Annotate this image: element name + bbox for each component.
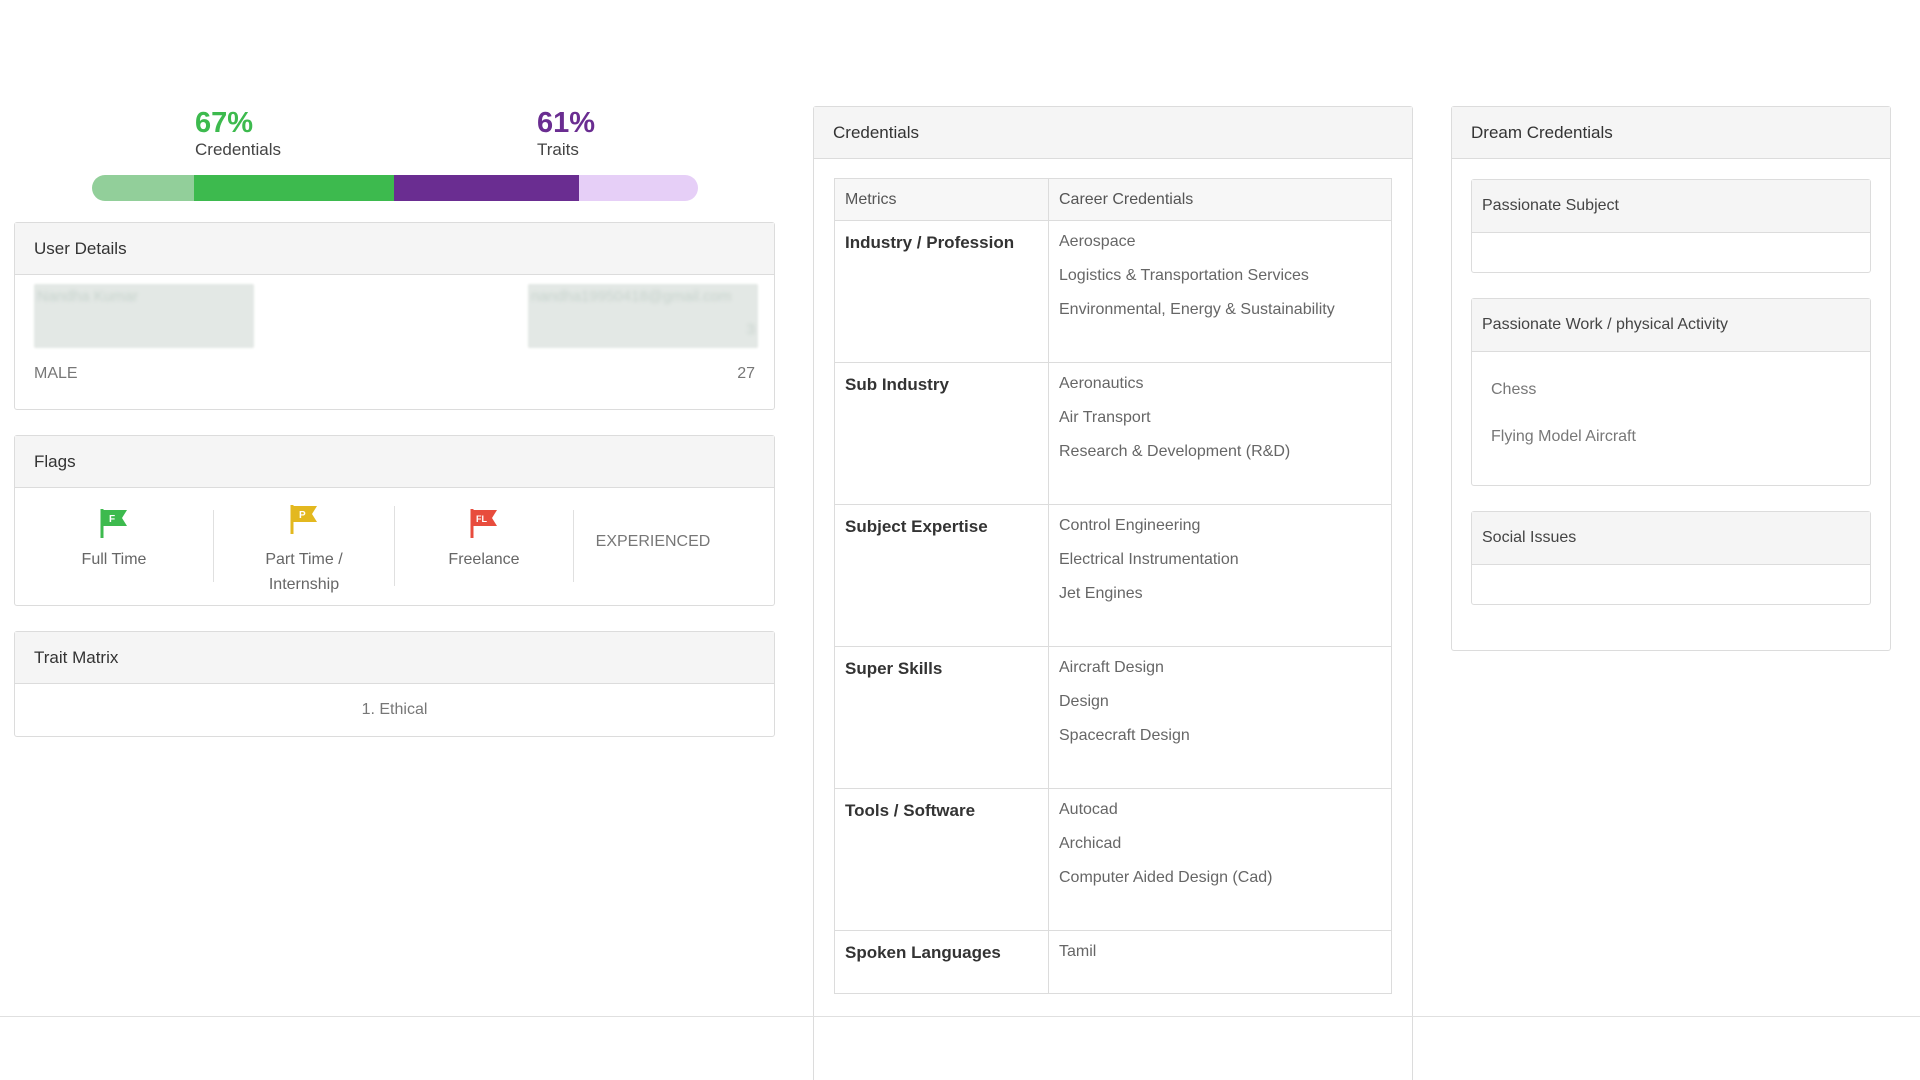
credentials-table-header: Metrics Career Credentials xyxy=(834,178,1392,221)
traits-bar-fill xyxy=(394,175,579,201)
flag-full-time: F Full Time xyxy=(15,488,213,603)
svg-text:FL: FL xyxy=(476,514,487,524)
user-details-panel: User Details Nandha Kumar nandha19950418… xyxy=(14,222,775,410)
credentials-bar-start xyxy=(92,175,194,201)
page-bottom-divider xyxy=(0,1016,1920,1017)
table-row: Spoken Languages Tamil xyxy=(834,930,1392,994)
credential-value: Computer Aided Design (Cad) xyxy=(1059,869,1273,886)
traits-percent: 61% xyxy=(537,107,596,139)
table-row: Industry / Profession Aerospace Logistic… xyxy=(834,220,1392,363)
metric-label: Industry / Profession xyxy=(834,220,1049,363)
combined-progress-bar xyxy=(92,175,698,201)
flag-freelance-label: Freelance xyxy=(448,551,520,568)
flag-full-time-label: Full Time xyxy=(81,551,147,568)
flag-divider xyxy=(573,510,574,582)
flag-divider xyxy=(213,510,214,582)
credential-value: Archicad xyxy=(1059,835,1122,852)
dream-credentials-title: Dream Credentials xyxy=(1452,107,1890,159)
user-phone-tail: 3 xyxy=(746,321,755,338)
flags-row: F Full Time P Part Time / Internship xyxy=(15,488,774,605)
flag-part-time: P Part Time / Internship xyxy=(214,488,394,603)
traits-percent-label: Traits xyxy=(537,140,579,159)
traits-progress-summary: 61% Traits xyxy=(537,107,595,160)
credentials-table-wrap: Metrics Career Credentials Industry / Pr… xyxy=(834,178,1392,994)
credentials-percent: 67% xyxy=(195,107,254,139)
trait-matrix-title: Trait Matrix xyxy=(15,632,774,684)
svg-text:P: P xyxy=(299,510,306,521)
flag-p-icon: P xyxy=(214,503,394,537)
metric-label: Super Skills xyxy=(834,646,1049,789)
user-name: Nandha Kumar xyxy=(37,288,138,305)
credential-value: Aeronautics xyxy=(1059,375,1144,392)
user-details-title: User Details xyxy=(15,223,774,275)
passionate-work-item: Chess xyxy=(1491,381,1537,398)
credentials-progress-summary: 67% Credentials xyxy=(195,107,281,160)
credentials-table: Metrics Career Credentials Industry / Pr… xyxy=(834,178,1392,994)
career-credentials-header: Career Credentials xyxy=(1048,178,1392,221)
flag-divider xyxy=(394,506,395,586)
metric-values: Control Engineering Electrical Instrumen… xyxy=(1048,504,1392,647)
trait-item: 1. Ethical xyxy=(361,701,428,718)
flag-fl-icon: FL xyxy=(395,507,573,541)
table-row: Tools / Software Autocad Archicad Comput… xyxy=(834,788,1392,931)
credential-value: Control Engineering xyxy=(1059,517,1201,534)
passionate-work-title: Passionate Work / physical Activity xyxy=(1472,299,1870,352)
table-row: Sub Industry Aeronautics Air Transport R… xyxy=(834,362,1392,505)
experience-level: EXPERIENCED xyxy=(595,533,711,550)
credential-value: Aerospace xyxy=(1059,233,1136,250)
metric-values: Autocad Archicad Computer Aided Design (… xyxy=(1048,788,1392,931)
trait-matrix-panel: Trait Matrix 1. Ethical xyxy=(14,631,775,737)
credential-value: Jet Engines xyxy=(1059,585,1143,602)
credentials-title: Credentials xyxy=(814,107,1412,159)
metric-values: Aerospace Logistics & Transportation Ser… xyxy=(1048,220,1392,363)
flag-freelance: FL Freelance xyxy=(395,488,573,603)
passionate-subject-title: Passionate Subject xyxy=(1472,180,1870,233)
credential-value: Design xyxy=(1059,693,1109,710)
social-issues-title: Social Issues xyxy=(1472,512,1870,565)
flags-title: Flags xyxy=(15,436,774,488)
credential-value: Aircraft Design xyxy=(1059,659,1164,676)
user-gender: MALE xyxy=(34,365,78,382)
credential-value: Environmental, Energy & Sustainability xyxy=(1059,301,1335,318)
social-issues-card: Social Issues xyxy=(1471,511,1871,605)
credential-value: Research & Development (R&D) xyxy=(1059,443,1291,460)
credential-value: Spacecraft Design xyxy=(1059,727,1190,744)
passionate-subject-card: Passionate Subject xyxy=(1471,179,1871,273)
flags-panel: Flags F Full Time P Part Time / Inter xyxy=(14,435,775,606)
user-email: nandha19950418@gmail.com xyxy=(531,288,732,305)
credentials-panel: Credentials Metrics Career Credentials I… xyxy=(813,106,1413,1080)
credential-value: Tamil xyxy=(1059,943,1097,960)
metric-values: Aircraft Design Design Spacecraft Design xyxy=(1048,646,1392,789)
credentials-percent-label: Credentials xyxy=(195,140,281,159)
user-age: 27 xyxy=(737,365,755,382)
table-row: Super Skills Aircraft Design Design Spac… xyxy=(834,646,1392,789)
user-name-redacted: Nandha Kumar xyxy=(34,284,254,348)
metric-values: Tamil xyxy=(1048,930,1392,994)
flag-part-time-label: Part Time / Internship xyxy=(265,551,343,593)
credential-value: Logistics & Transportation Services xyxy=(1059,267,1309,284)
traits-bar-remaining xyxy=(579,175,698,201)
table-row: Subject Expertise Control Engineering El… xyxy=(834,504,1392,647)
metric-label: Subject Expertise xyxy=(834,504,1049,647)
passionate-work-item: Flying Model Aircraft xyxy=(1491,428,1636,445)
credential-value: Air Transport xyxy=(1059,409,1151,426)
user-contact-redacted: nandha19950418@gmail.com 3 xyxy=(528,284,758,348)
metrics-header: Metrics xyxy=(834,178,1049,221)
passionate-work-card: Passionate Work / physical Activity Ches… xyxy=(1471,298,1871,486)
metric-values: Aeronautics Air Transport Research & Dev… xyxy=(1048,362,1392,505)
flag-f-icon: F xyxy=(15,507,213,541)
credential-value: Electrical Instrumentation xyxy=(1059,551,1239,568)
credential-value: Autocad xyxy=(1059,801,1118,818)
metric-label: Spoken Languages xyxy=(834,930,1049,994)
credentials-bar-fill xyxy=(194,175,394,201)
metric-label: Sub Industry xyxy=(834,362,1049,505)
metric-label: Tools / Software xyxy=(834,788,1049,931)
svg-text:F: F xyxy=(109,514,115,525)
dream-credentials-panel: Dream Credentials Passionate Subject Pas… xyxy=(1451,106,1891,651)
